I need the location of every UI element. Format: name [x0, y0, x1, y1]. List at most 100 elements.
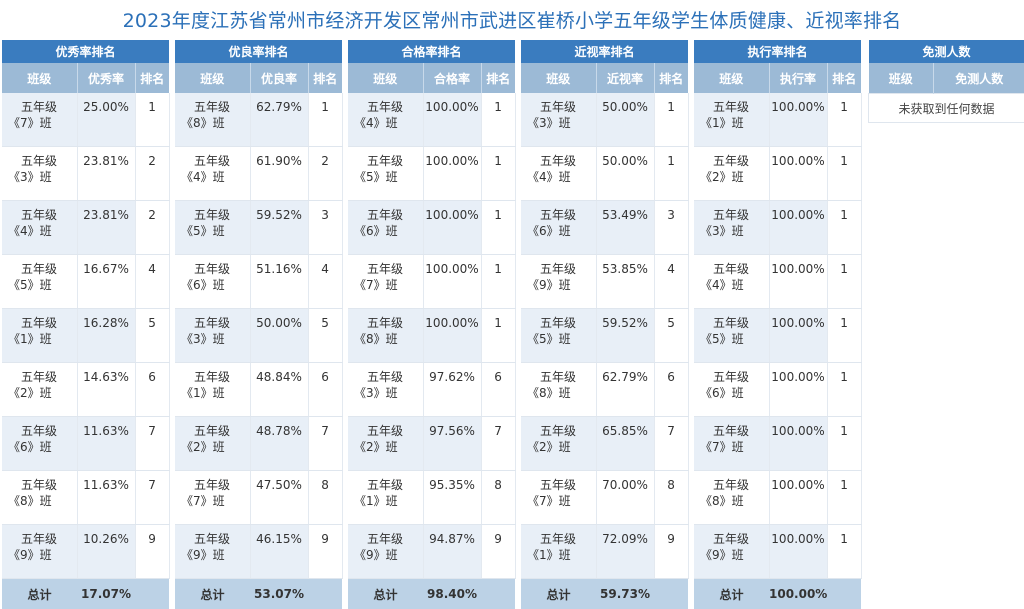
exempt-table-header: 免测人数	[869, 40, 1024, 63]
rate-cell: 100.00%	[769, 363, 827, 417]
table-row: 五年级 《6》班 53.49% 3	[521, 201, 688, 255]
column-header-rate[interactable]: 优秀率	[77, 63, 135, 93]
class-label: 《2》班	[181, 439, 250, 455]
table-row: 五年级 《4》班 23.81% 2	[2, 201, 169, 255]
table-row: 五年级 《9》班 100.00% 1	[694, 525, 861, 579]
class-cell: 五年级 《5》班	[175, 201, 250, 255]
total-value: 98.40%	[423, 579, 481, 609]
table-row: 五年级 《6》班 51.16% 4	[175, 255, 342, 309]
class-cell: 五年级 《3》班	[694, 201, 769, 255]
class-cell: 五年级 《5》班	[348, 147, 423, 201]
class-cell: 五年级 《3》班	[521, 93, 596, 147]
pass-rate-ranking-table: 合格率排名 班级 合格率 排名 五年级 《4》班 100.00% 1 五年级 《…	[348, 40, 516, 609]
column-header-rank[interactable]: 排名	[481, 63, 515, 93]
grade-label: 五年级	[181, 99, 250, 115]
column-header-rate[interactable]: 合格率	[423, 63, 481, 93]
total-label: 总计	[694, 579, 769, 609]
grade-label: 五年级	[354, 423, 423, 439]
grade-label: 五年级	[8, 423, 77, 439]
rank-cell: 1	[135, 93, 169, 147]
grade-label: 五年级	[700, 315, 769, 331]
class-cell: 五年级 《6》班	[694, 363, 769, 417]
column-header-rate[interactable]: 近视率	[596, 63, 654, 93]
total-label: 总计	[2, 579, 77, 609]
total-row: 总计 98.40%	[348, 579, 515, 609]
total-rank-empty	[654, 579, 688, 609]
class-cell: 五年级 《8》班	[521, 363, 596, 417]
rate-cell: 100.00%	[423, 309, 481, 363]
grade-label: 五年级	[527, 531, 596, 547]
rank-cell: 8	[308, 471, 342, 525]
class-label: 《2》班	[700, 169, 769, 185]
grade-label: 五年级	[354, 99, 423, 115]
table-header: 优秀率排名	[2, 40, 169, 63]
class-label: 《9》班	[700, 547, 769, 563]
column-header-rank[interactable]: 排名	[135, 63, 169, 93]
total-label: 总计	[175, 579, 250, 609]
rate-cell: 100.00%	[769, 417, 827, 471]
rate-cell: 97.62%	[423, 363, 481, 417]
total-rank-empty	[481, 579, 515, 609]
grade-label: 五年级	[700, 423, 769, 439]
class-label: 《6》班	[181, 277, 250, 293]
table-row: 五年级 《4》班 100.00% 1	[348, 93, 515, 147]
total-row: 总计 17.07%	[2, 579, 169, 609]
class-cell: 五年级 《6》班	[521, 201, 596, 255]
column-header-exempt-count[interactable]: 免测人数	[934, 63, 1024, 94]
rank-cell: 9	[308, 525, 342, 579]
table-row: 五年级 《9》班 53.85% 4	[521, 255, 688, 309]
rate-cell: 94.87%	[423, 525, 481, 579]
rate-cell: 97.56%	[423, 417, 481, 471]
grade-label: 五年级	[527, 207, 596, 223]
column-header-rate[interactable]: 优良率	[250, 63, 308, 93]
column-header-rate[interactable]: 执行率	[769, 63, 827, 93]
class-cell: 五年级 《7》班	[521, 471, 596, 525]
class-cell: 五年级 《9》班	[521, 255, 596, 309]
table-row: 五年级 《3》班 23.81% 2	[2, 147, 169, 201]
rank-cell: 7	[135, 417, 169, 471]
column-header-rank[interactable]: 排名	[827, 63, 861, 93]
table-row: 五年级 《1》班 95.35% 8	[348, 471, 515, 525]
grade-label: 五年级	[8, 99, 77, 115]
rate-cell: 11.63%	[77, 417, 135, 471]
column-header-class[interactable]: 班级	[869, 63, 934, 94]
column-header-class[interactable]: 班级	[694, 63, 769, 93]
class-label: 《3》班	[354, 385, 423, 401]
class-cell: 五年级 《2》班	[694, 147, 769, 201]
total-rank-empty	[827, 579, 861, 609]
grade-label: 五年级	[354, 477, 423, 493]
rank-cell: 8	[481, 471, 515, 525]
column-header-class[interactable]: 班级	[2, 63, 77, 93]
table-header: 近视率排名	[521, 40, 688, 63]
table-row: 五年级 《2》班 14.63% 6	[2, 363, 169, 417]
column-header-class[interactable]: 班级	[175, 63, 250, 93]
class-cell: 五年级 《7》班	[2, 93, 77, 147]
total-row: 总计 59.73%	[521, 579, 688, 609]
excellent-rate-ranking-table: 优秀率排名 班级 优秀率 排名 五年级 《7》班 25.00% 1 五年级 《3…	[2, 40, 170, 609]
column-header-class[interactable]: 班级	[521, 63, 596, 93]
rank-cell: 7	[481, 417, 515, 471]
column-header-class[interactable]: 班级	[348, 63, 423, 93]
class-label: 《1》班	[700, 115, 769, 131]
rate-cell: 48.84%	[250, 363, 308, 417]
table-row: 五年级 《5》班 100.00% 1	[694, 309, 861, 363]
rank-cell: 8	[654, 471, 688, 525]
table-row: 五年级 《2》班 48.78% 7	[175, 417, 342, 471]
column-header-rank[interactable]: 排名	[654, 63, 688, 93]
column-header-rank[interactable]: 排名	[308, 63, 342, 93]
grade-label: 五年级	[181, 315, 250, 331]
rank-cell: 1	[481, 147, 515, 201]
total-rank-empty	[135, 579, 169, 609]
grade-label: 五年级	[354, 153, 423, 169]
table-row: 五年级 《5》班 16.67% 4	[2, 255, 169, 309]
total-row: 总计 100.00%	[694, 579, 861, 609]
grade-label: 五年级	[8, 369, 77, 385]
rank-cell: 1	[654, 147, 688, 201]
class-cell: 五年级 《1》班	[694, 93, 769, 147]
table-row: 五年级 《8》班 100.00% 1	[348, 309, 515, 363]
rate-cell: 100.00%	[769, 471, 827, 525]
class-cell: 五年级 《7》班	[175, 471, 250, 525]
table-row: 五年级 《1》班 48.84% 6	[175, 363, 342, 417]
rank-cell: 4	[308, 255, 342, 309]
class-cell: 五年级 《8》班	[694, 471, 769, 525]
